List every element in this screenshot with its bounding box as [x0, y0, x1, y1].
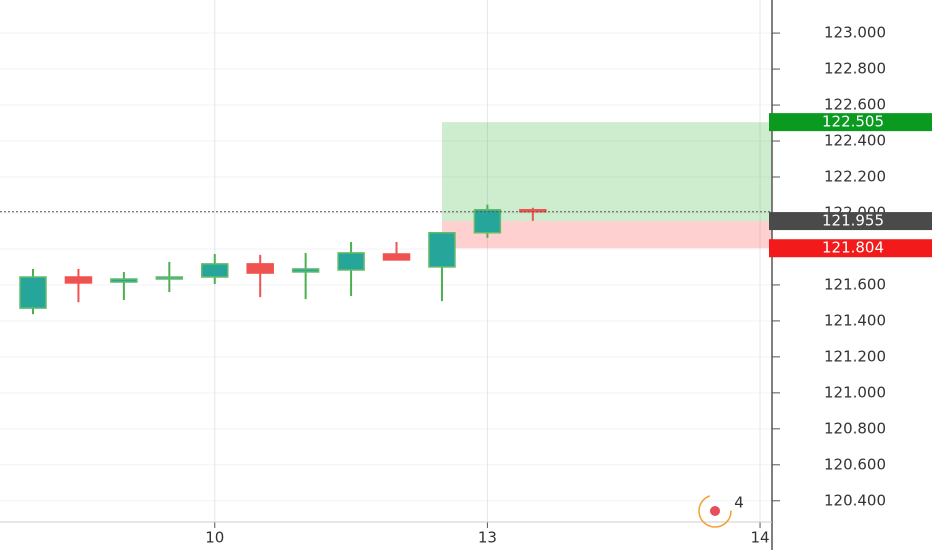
candle-body	[64, 276, 93, 284]
candle-body	[382, 253, 411, 261]
y-tick-label: 120.600	[824, 455, 886, 473]
x-tick-label: 10	[205, 529, 224, 547]
candle-body	[155, 276, 184, 280]
y-tick-label: 120.800	[824, 419, 886, 437]
price-label: 121.804	[822, 239, 884, 257]
profit-zone	[441, 122, 772, 222]
y-tick-label: 121.000	[824, 383, 886, 401]
candle-body	[246, 263, 274, 274]
y-tick-label: 120.400	[824, 491, 886, 509]
x-tick-label: 14	[750, 529, 769, 547]
y-tick-label: 122.600	[824, 96, 886, 114]
x-tick-label: 13	[478, 529, 497, 547]
candle-body	[291, 268, 320, 273]
price-label-box	[769, 212, 932, 231]
candle-body	[201, 263, 229, 278]
y-tick-label: 121.200	[824, 347, 886, 365]
y-tick-label: 121.400	[824, 311, 886, 329]
badge-ring	[698, 494, 732, 528]
candle-body	[473, 208, 502, 234]
candle-body	[337, 252, 365, 271]
candle-body	[428, 232, 456, 268]
y-tick-label: 121.600	[824, 275, 886, 293]
price-label-box	[769, 239, 932, 258]
badge-dot	[710, 506, 720, 516]
badge-count: 4	[734, 494, 744, 512]
candle-body	[19, 276, 47, 309]
candle-body	[110, 278, 138, 283]
price-label-box	[769, 113, 932, 132]
y-tick-label: 122.800	[824, 60, 886, 78]
price-label: 121.955	[822, 212, 884, 230]
y-tick-label: 122.200	[824, 167, 886, 185]
y-tick-label: 123.000	[824, 24, 886, 42]
price-label: 122.505	[822, 113, 884, 131]
y-tick-label: 122.400	[824, 132, 886, 150]
